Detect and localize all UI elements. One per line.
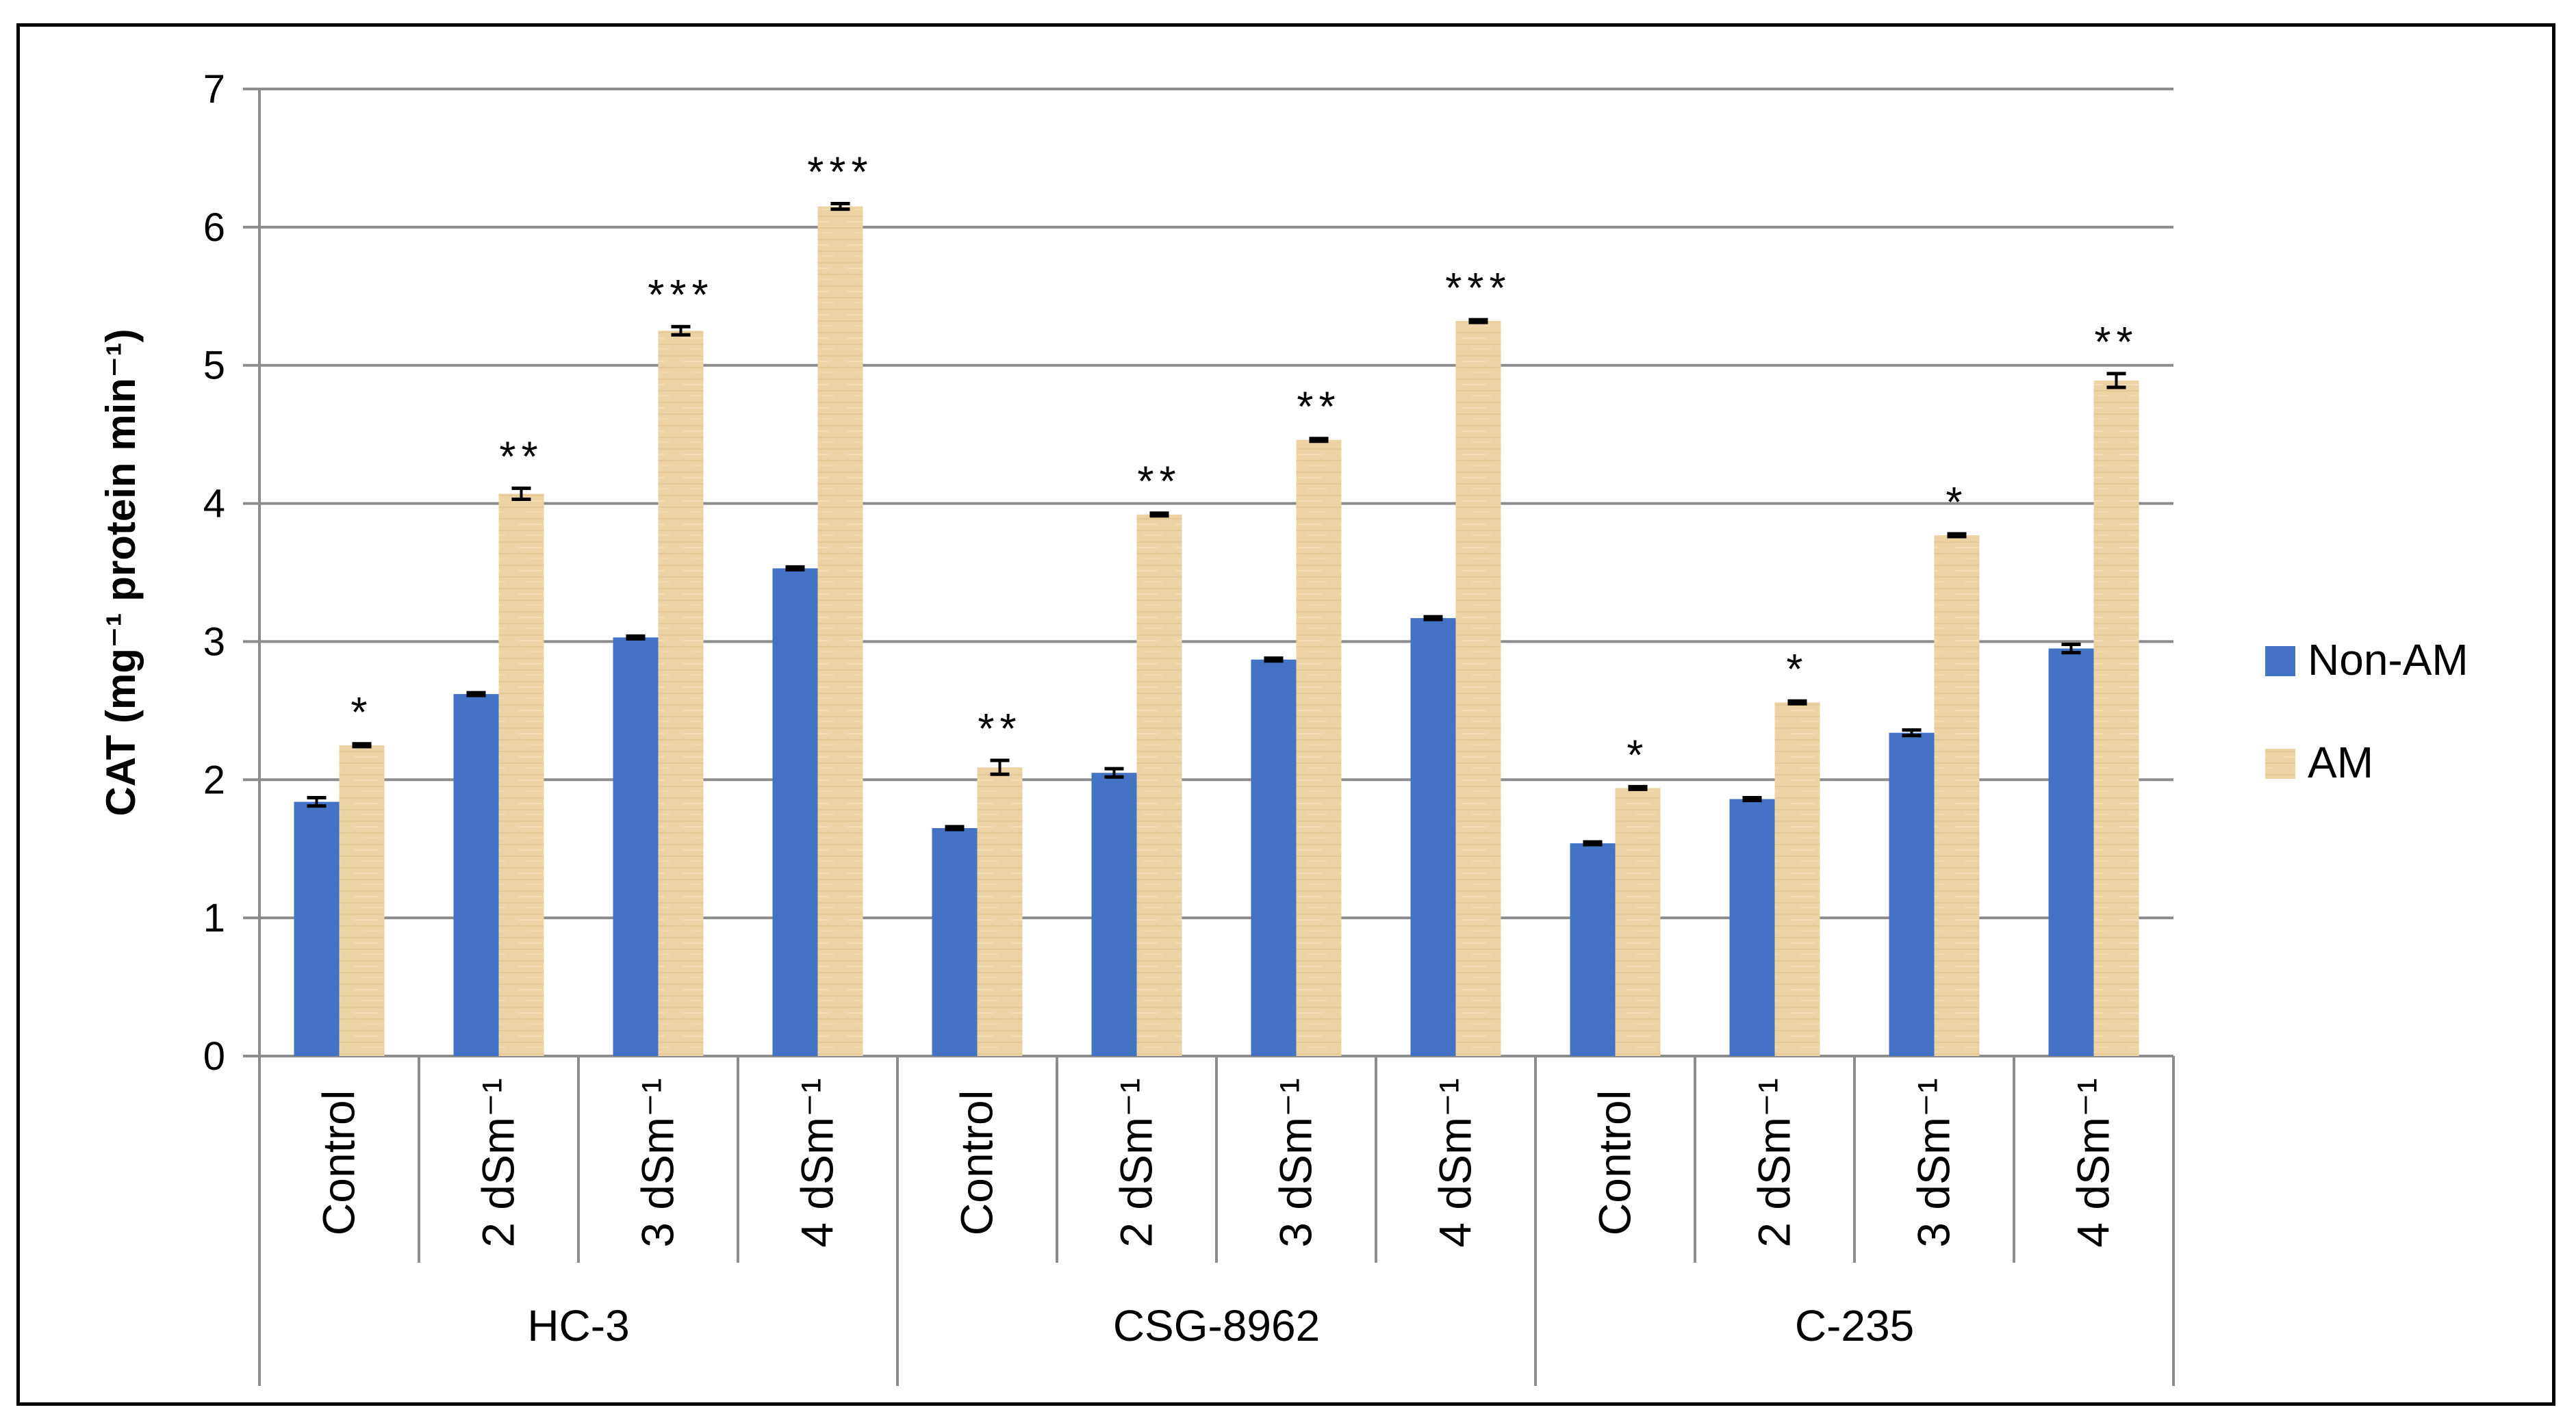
bar-am [817, 206, 863, 1056]
bar-am [1934, 535, 1980, 1056]
significance-marker: *** [648, 272, 713, 319]
bar-am [498, 493, 544, 1056]
bar-non-am [1091, 773, 1137, 1056]
bar-am [2093, 380, 2139, 1056]
significance-marker: * [1786, 646, 1808, 693]
bar-non-am [2048, 648, 2094, 1056]
significance-marker: ** [1137, 459, 1181, 506]
bar-non-am [1410, 618, 1456, 1056]
error-bar-am [1309, 437, 1329, 443]
bar-non-am [1570, 843, 1616, 1056]
bar-am [1136, 514, 1182, 1056]
y-tick-label: 3 [203, 619, 225, 664]
error-bar-am [2106, 372, 2126, 389]
bar-non-am [932, 827, 978, 1056]
y-tick-label: 1 [203, 896, 225, 940]
significance-marker: *** [1445, 265, 1511, 312]
bar-non-am [613, 637, 659, 1056]
significance-marker: * [1627, 732, 1648, 779]
bar-am [1296, 439, 1342, 1056]
category-label: Control [952, 1090, 1002, 1236]
bar-non-am [1729, 799, 1775, 1056]
significance-marker: ** [978, 706, 1021, 753]
error-bar-am [830, 202, 850, 211]
category-label: 2 dSm⁻¹ [1111, 1078, 1162, 1248]
y-tick-label: 4 [203, 482, 225, 526]
bars [294, 202, 2139, 1056]
category-label: 2 dSm⁻¹ [1749, 1078, 1800, 1248]
group-label: C-235 [1795, 1301, 1914, 1350]
error-bar-am [1468, 318, 1488, 324]
error-bar-non-am [785, 565, 805, 571]
significance-marker: ** [2094, 319, 2138, 366]
error-bar-am [990, 758, 1010, 776]
y-tick-label: 5 [203, 344, 225, 388]
bar-non-am [1251, 659, 1297, 1056]
y-axis-label: CAT (mg⁻¹ protein min⁻¹) [98, 329, 144, 816]
gridlines [259, 88, 2173, 1057]
significance-marker: * [1946, 479, 1967, 526]
error-bar-am [1628, 784, 1648, 791]
error-bar-am [1149, 511, 1169, 518]
error-bar-non-am [1104, 767, 1124, 779]
error-bar-non-am [2061, 642, 2081, 655]
group-label: HC-3 [527, 1301, 629, 1350]
category-label: 4 dSm⁻¹ [2068, 1078, 2119, 1248]
chart-frame: 0 1 2 3 4 5 6 7 CAT (mg⁻¹ protein min⁻¹) HC-3 Con… [16, 23, 2555, 1406]
y-tick-label: 2 [203, 758, 225, 802]
bar-am [339, 745, 385, 1056]
y-tick-label: 0 [203, 1034, 225, 1079]
significance-marker: * [350, 689, 372, 736]
error-bar-am [511, 486, 531, 502]
bar-am [1455, 321, 1501, 1056]
bar-am [977, 767, 1023, 1056]
error-bar-non-am [307, 796, 327, 808]
legend-swatch-am [2265, 749, 2295, 779]
legend-swatch-non-am [2265, 646, 2295, 676]
error-bar-am [352, 742, 372, 749]
y-tick-label: 7 [203, 67, 225, 112]
error-bar-am [1787, 699, 1807, 706]
bar-non-am [453, 694, 499, 1056]
error-bar-am [671, 324, 691, 337]
error-bar-non-am [1583, 840, 1603, 847]
y-tick-label: 6 [203, 205, 225, 250]
bar-non-am [294, 801, 340, 1056]
bar-non-am [772, 568, 818, 1056]
category-label: 2 dSm⁻¹ [473, 1078, 524, 1248]
significance-marker: ** [1297, 384, 1340, 431]
error-bar-non-am [945, 825, 965, 832]
legend-label-am: AM [2308, 738, 2373, 787]
category-label: 3 dSm⁻¹ [1909, 1078, 1959, 1248]
category-label: 4 dSm⁻¹ [1430, 1078, 1481, 1248]
error-bar-non-am [626, 634, 646, 641]
error-bar-non-am [1742, 796, 1762, 803]
bar-non-am [1889, 732, 1935, 1056]
error-bar-non-am [466, 691, 486, 697]
error-bar-non-am [1423, 615, 1443, 621]
bar-am [1774, 702, 1820, 1056]
error-bar-non-am [1264, 656, 1284, 663]
bar-am [1615, 788, 1661, 1056]
error-bar-am [1947, 532, 1967, 539]
legend: Non-AM AM [2265, 635, 2469, 787]
significance-marker: ** [499, 433, 543, 480]
cat-bar-chart: 0 1 2 3 4 5 6 7 CAT (mg⁻¹ protein min⁻¹) HC-3 Con… [98, 67, 2469, 1386]
legend-label-non-am: Non-AM [2308, 635, 2469, 684]
category-label: 3 dSm⁻¹ [1271, 1078, 1321, 1248]
category-label: 4 dSm⁻¹ [792, 1078, 843, 1248]
significance-marker: *** [807, 149, 873, 196]
axes: 0 1 2 3 4 5 6 7 CAT (mg⁻¹ protein min⁻¹) [98, 67, 2175, 1386]
group-label: CSG-8962 [1113, 1301, 1320, 1350]
category-label: Control [1590, 1090, 1640, 1236]
error-bar-non-am [1902, 728, 1922, 738]
bar-am [658, 331, 704, 1056]
category-label: 3 dSm⁻¹ [633, 1078, 683, 1248]
category-label: Control [314, 1090, 364, 1236]
